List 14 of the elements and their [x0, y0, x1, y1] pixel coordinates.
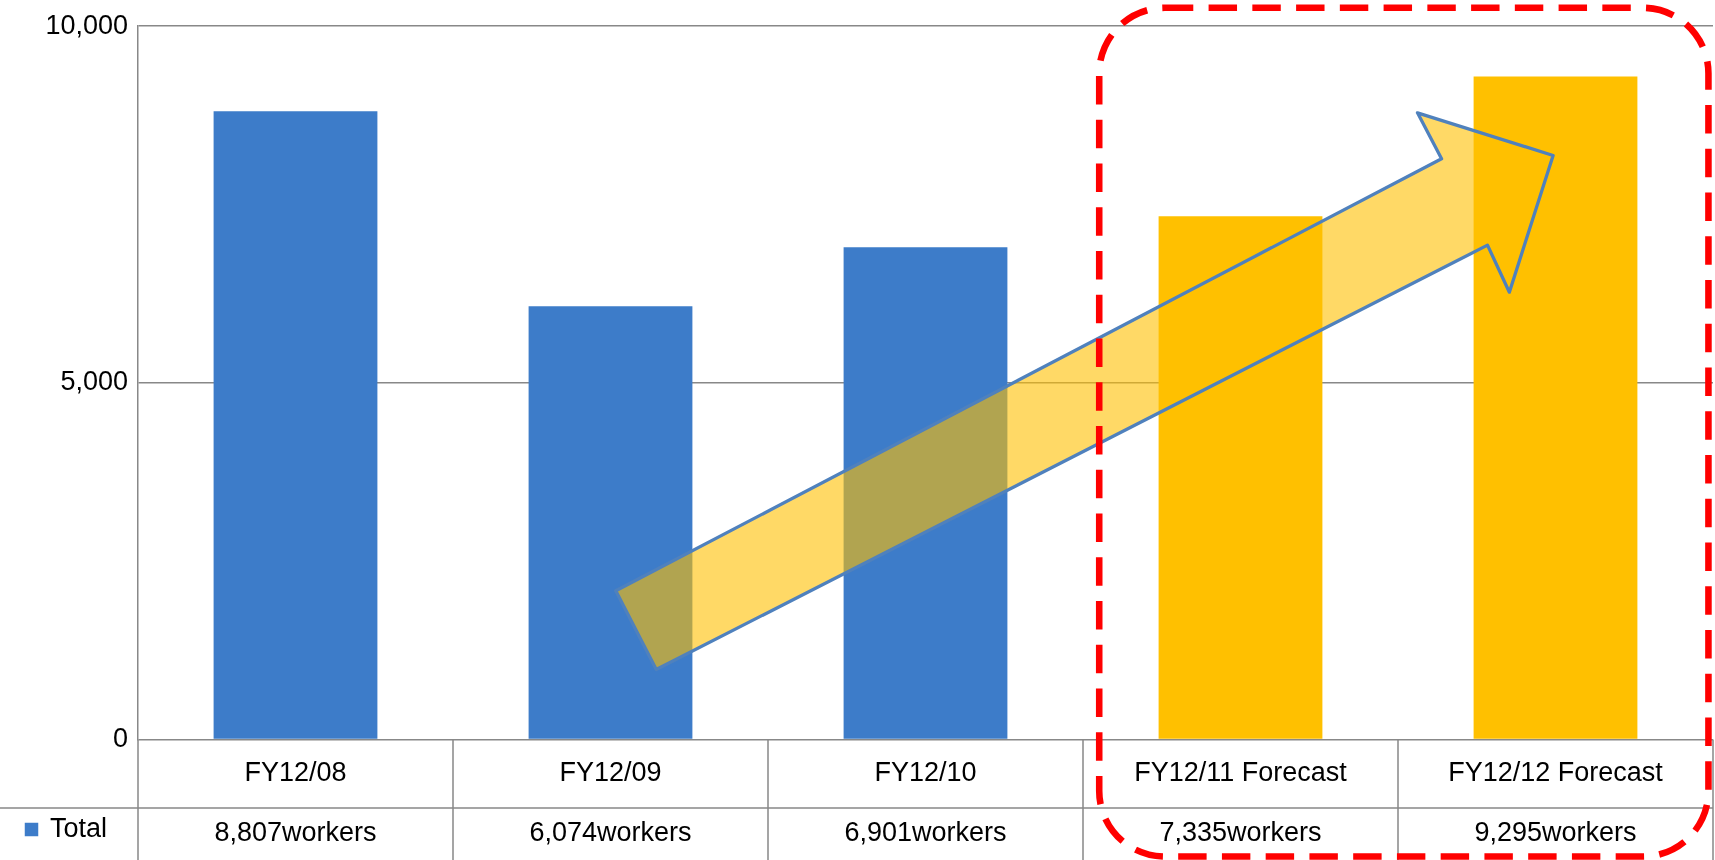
x-tick-label: FY12/08 — [244, 757, 347, 788]
y-tick-label: 5,000 — [60, 366, 128, 397]
data-label: 7,335workers — [1159, 817, 1322, 848]
data-label: 6,901workers — [844, 817, 1007, 848]
x-tick-label: FY12/09 — [559, 757, 662, 788]
data-label: 8,807workers — [214, 817, 377, 848]
x-tick-label: FY12/11 Forecast — [1134, 757, 1348, 788]
y-tick-label: 10,000 — [45, 9, 128, 40]
legend-label: Total — [50, 813, 108, 844]
data-label: 9,295workers — [1474, 817, 1637, 848]
data-label: 6,074workers — [529, 817, 692, 848]
y-tick-label: 0 — [112, 723, 128, 754]
x-tick-label: FY12/12 Forecast — [1448, 757, 1664, 788]
x-tick-label: FY12/10 — [874, 757, 977, 788]
